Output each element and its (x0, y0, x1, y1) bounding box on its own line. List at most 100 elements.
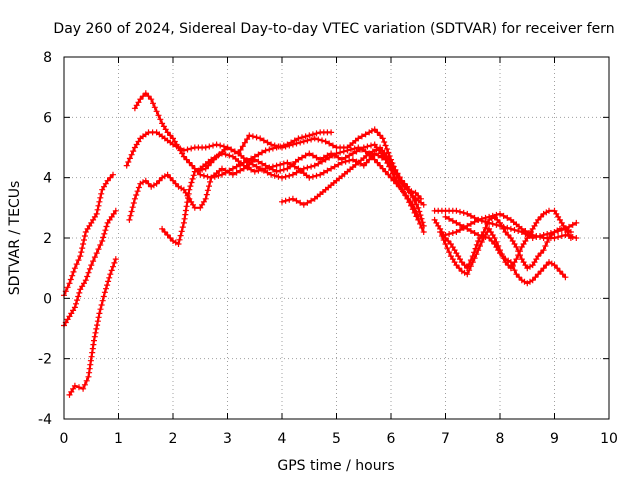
data-point (420, 222, 427, 229)
data-point (150, 100, 156, 107)
data-point (368, 142, 374, 149)
data-point (442, 213, 449, 220)
y-tick-label: 6 (43, 110, 52, 126)
data-point (486, 235, 493, 241)
data-point (97, 242, 104, 248)
data-point (346, 152, 353, 159)
data-point (128, 151, 135, 158)
data-point (315, 136, 322, 143)
data-point (208, 156, 215, 163)
data-point (489, 212, 496, 219)
data-point (83, 377, 90, 384)
data-point (77, 253, 84, 260)
data-point (515, 228, 522, 234)
data-point (355, 144, 362, 151)
data-point (537, 213, 544, 220)
data-point (388, 174, 394, 181)
data-point (262, 165, 269, 172)
series-trace-8 (197, 150, 427, 229)
data-point (129, 204, 136, 211)
data-point (71, 265, 78, 272)
data-point (81, 233, 88, 239)
data-point (155, 112, 162, 119)
data-point (513, 256, 520, 263)
data-point (374, 159, 381, 166)
data-point (464, 222, 471, 229)
data-point (558, 233, 565, 239)
data-point (466, 267, 473, 274)
data-point (438, 233, 445, 239)
data-point (535, 271, 542, 278)
data-point (302, 133, 309, 140)
data-point (331, 163, 338, 170)
data-point (110, 263, 116, 270)
data-point (326, 140, 333, 147)
data-point (442, 241, 449, 247)
data-point (68, 388, 75, 395)
data-point (306, 132, 313, 139)
data-point (264, 139, 271, 146)
data-point (97, 194, 104, 201)
data-point (134, 188, 141, 195)
data-point (86, 265, 93, 272)
data-point (460, 209, 467, 216)
data-point (76, 289, 83, 296)
data-point (493, 211, 500, 218)
data-point (478, 239, 485, 245)
data-point (206, 183, 212, 190)
data-point (186, 186, 193, 193)
data-point (178, 228, 185, 235)
data-point (471, 255, 478, 262)
data-point (271, 142, 278, 149)
data-point (551, 235, 558, 241)
x-tick-label: 3 (223, 431, 232, 447)
y-tick-label: 4 (43, 171, 52, 187)
data-point (105, 278, 112, 285)
data-point (75, 257, 82, 264)
data-point (90, 258, 97, 265)
data-point (413, 201, 420, 208)
data-point (392, 166, 399, 173)
data-point (396, 174, 403, 181)
data-point (529, 277, 536, 284)
data-point (286, 142, 293, 149)
data-point (75, 293, 82, 300)
data-point (237, 146, 244, 153)
data-point (295, 156, 302, 163)
data-point (91, 337, 97, 344)
data-point (398, 186, 405, 193)
data-point (80, 385, 87, 392)
data-point (304, 199, 311, 206)
data-point (456, 265, 463, 272)
data-point (507, 225, 514, 232)
data-point (385, 171, 392, 178)
data-point (249, 133, 256, 140)
data-point (379, 135, 386, 142)
y-tick-label: 2 (43, 231, 52, 247)
data-point (537, 234, 543, 240)
data-point (390, 177, 397, 184)
data-point (556, 225, 563, 232)
data-point (453, 219, 460, 226)
data-point (329, 152, 336, 159)
data-point (383, 146, 390, 152)
data-point (112, 256, 119, 263)
x-tick-label: 5 (332, 431, 341, 447)
data-point (96, 310, 103, 317)
data-point (96, 198, 103, 205)
data-point (288, 161, 295, 168)
data-point (104, 177, 111, 184)
data-point (202, 144, 209, 151)
data-point (529, 232, 536, 238)
data-point (229, 165, 236, 172)
data-point (566, 223, 572, 230)
data-point (239, 143, 246, 150)
data-point (482, 224, 489, 231)
data-point (308, 136, 315, 143)
data-point (375, 152, 382, 159)
data-point (542, 243, 549, 249)
data-point (377, 162, 384, 169)
data-point (390, 163, 397, 170)
